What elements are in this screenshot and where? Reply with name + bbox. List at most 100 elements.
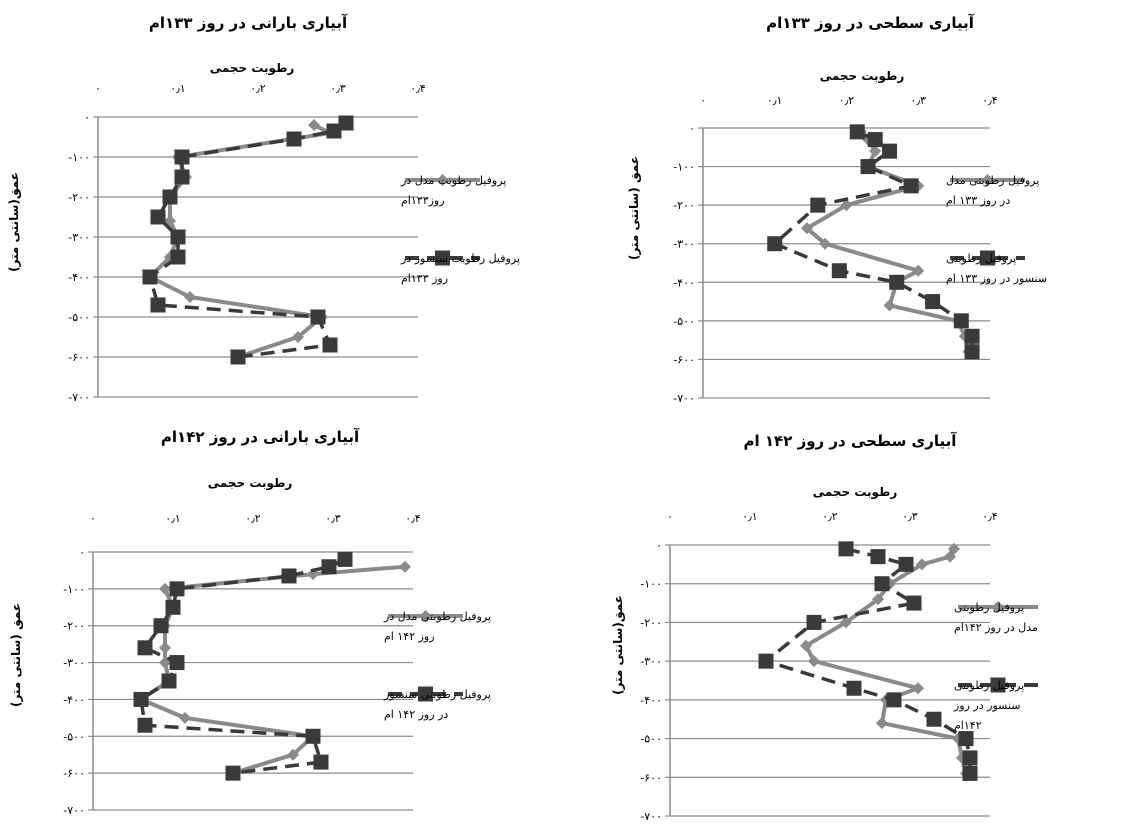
y-tick-label: -۱۰۰ (640, 578, 662, 591)
y-tick-label: ۰ (79, 546, 85, 559)
x-tick-label: ۰٫۲ (822, 510, 837, 523)
data-point (964, 328, 980, 344)
y-tick-label: -۷۰۰ (673, 392, 695, 405)
data-point (883, 299, 896, 312)
data-point (321, 559, 337, 575)
data-point (137, 640, 153, 656)
data-point (962, 750, 978, 766)
data-point (137, 717, 153, 733)
y-tick-label: -۱۰۰ (63, 583, 85, 596)
data-point (800, 639, 812, 652)
data-point (958, 731, 974, 747)
data-point (860, 159, 876, 175)
x-tick-label: ۰٫۳ (911, 94, 926, 107)
data-point (867, 132, 883, 148)
x-tick-label: ۰ (667, 510, 673, 523)
y-axis-title: عمق(سانتی متر) (611, 595, 625, 695)
data-point (169, 581, 185, 597)
chart-title: آبیاری سطحی در روز ۱۴۲ ام (744, 432, 958, 450)
chart-surface-irrigation-day142: آبیاری سطحی در روز ۱۴۲ ام رطوبت حجمی عمق… (560, 410, 1145, 827)
chart-sprinkler-irrigation-day142: آبیاری بارانی در روز ۱۴۲ام رطوبت حجمی عم… (0, 410, 560, 827)
y-tick-label: -۷۰۰ (68, 391, 90, 404)
data-point (169, 655, 185, 671)
x-axis-title: رطوبت حجمی (813, 485, 898, 500)
legend-label: سنسور در روز ۱۳۳ ام (946, 272, 1047, 285)
data-point (840, 199, 853, 212)
data-point (886, 692, 902, 708)
y-tick-label: -۳۰۰ (673, 238, 695, 251)
x-tick-label: ۰٫۳ (902, 510, 917, 523)
data-point (230, 349, 246, 365)
x-tick-label: ۰ (90, 512, 96, 525)
data-point (874, 576, 890, 592)
data-point (292, 331, 304, 343)
data-point (903, 178, 919, 194)
data-point (159, 641, 171, 654)
chart-svg: آبیاری سطحی در روز ۱۳۳ام رطوبت حجمی عمق … (627, 14, 1047, 405)
legend: پروفیل رطوبتی مدل در روز ۱۴۲ام پروفیل رطوب… (953, 601, 1038, 732)
legend-marker (990, 677, 1006, 693)
data-point (307, 568, 319, 581)
y-tick-label: -۳۰۰ (63, 657, 85, 670)
data-point (767, 236, 783, 252)
y-tick-label: -۳۰۰ (640, 655, 662, 668)
y-tick-label: -۱۰۰ (68, 151, 90, 164)
data-point (926, 711, 942, 727)
data-point (948, 542, 960, 555)
data-point (869, 145, 882, 158)
y-tick-label: -۲۰۰ (63, 620, 85, 633)
y-tick-label: -۶۰۰ (63, 767, 85, 780)
data-point (161, 673, 177, 689)
data-point (153, 618, 169, 634)
data-point (170, 229, 186, 245)
data-point (898, 556, 914, 572)
data-point (882, 143, 898, 159)
legend-label: پروفیل رطوبتی (946, 252, 1016, 265)
y-tick-label: -۱۰۰ (673, 161, 695, 174)
y-tick-label: -۴۰۰ (63, 693, 85, 706)
legend-marker (418, 686, 433, 702)
x-tick-label: ۰٫۳ (325, 512, 340, 525)
data-point (179, 711, 191, 724)
chart-title: آبیاری بارانی در روز ۱۴۲ام (161, 428, 360, 446)
legend: پروفیل رطوبتی مدل در روز ۱۳۳ ام پروفیل رطو… (946, 174, 1047, 285)
data-point (308, 119, 320, 131)
legend-label: سنسور در روز (953, 699, 1020, 712)
x-tick-label: ۰ (700, 94, 706, 107)
x-tick-label: ۰٫۴ (405, 512, 420, 525)
y-tick-label: -۴۰۰ (673, 276, 695, 289)
y-tick-label: -۵۰۰ (673, 315, 695, 328)
series-group (767, 124, 980, 360)
legend-label: پروفیل رطوبتی (954, 679, 1024, 692)
data-point (872, 593, 884, 606)
series-line (148, 121, 347, 359)
y-tick-label: -۷۰۰ (63, 804, 85, 817)
series-group (758, 541, 978, 781)
y-tick-label: -۵۰۰ (63, 730, 85, 743)
chart-surface-irrigation-day133: آبیاری سطحی در روز ۱۳۳ام رطوبت حجمی عمق … (560, 0, 1145, 410)
data-point (337, 551, 353, 567)
data-point (225, 765, 241, 781)
data-point (326, 123, 342, 139)
y-tick-label: ۰ (656, 539, 662, 552)
legend-label: روز ۱۴۲ ام (384, 630, 435, 643)
data-point (838, 541, 854, 557)
data-point (322, 337, 338, 353)
data-point (906, 595, 922, 611)
data-point (962, 765, 978, 781)
x-tick-label: ۰٫۳ (330, 82, 345, 95)
x-axis-title: رطوبت حجمی (820, 69, 905, 84)
x-ticks: ۰ ۰٫۱ ۰٫۲ ۰٫۳ ۰٫۴ (95, 82, 426, 95)
legend-marker (419, 610, 432, 622)
data-point (399, 560, 411, 573)
x-tick-label: ۰٫۴ (982, 510, 997, 523)
y-ticks: ۰ -۱۰۰ -۲۰۰ -۳۰۰ -۴۰۰ -۵۰۰ -۶۰۰ -۷۰۰ (673, 122, 695, 405)
data-point (758, 653, 774, 669)
data-point (313, 754, 329, 770)
data-point (133, 691, 149, 707)
data-point (912, 264, 925, 277)
series-line (805, 130, 971, 353)
x-tick-label: ۰٫۲ (245, 512, 260, 525)
chart-title: آبیاری بارانی در روز ۱۳۳ام (149, 14, 348, 32)
y-ticks: ۰ -۱۰۰ -۲۰۰ -۳۰۰ -۴۰۰ -۵۰۰ -۶۰۰ -۷۰۰ (63, 546, 85, 817)
